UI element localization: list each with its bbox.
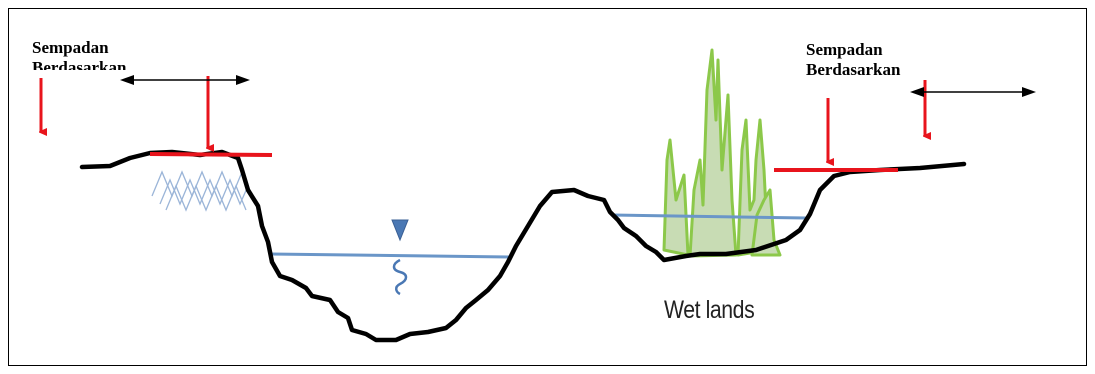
ground-profile [79, 149, 967, 343]
left-double-arrow-icon [120, 75, 250, 85]
soil-hatching [151, 170, 249, 212]
river-water-surface [269, 252, 513, 259]
red-down-arrows [41, 76, 925, 162]
left-label-line1: Sempadan [32, 38, 109, 57]
right-double-arrow-icon [910, 87, 1036, 97]
left-setback-line [149, 152, 273, 157]
right-label-line1: Sempadan [806, 40, 883, 59]
wetland-vegetation [662, 48, 782, 258]
wetlands-label: Wet lands [664, 296, 755, 324]
left-label-line2: Berdasarkan [32, 58, 127, 70]
double-headed-arrows [120, 75, 1036, 97]
water-level-triangle-icon [391, 219, 409, 242]
right-setback-label: Sempadan Berdasarkan [806, 40, 900, 80]
right-label-line2: Berdasarkan [806, 60, 901, 79]
water-wave-icon [392, 258, 408, 296]
wetland-water-surface [611, 213, 807, 220]
left-setback-label: Sempadan Berdasarkan [32, 38, 126, 70]
